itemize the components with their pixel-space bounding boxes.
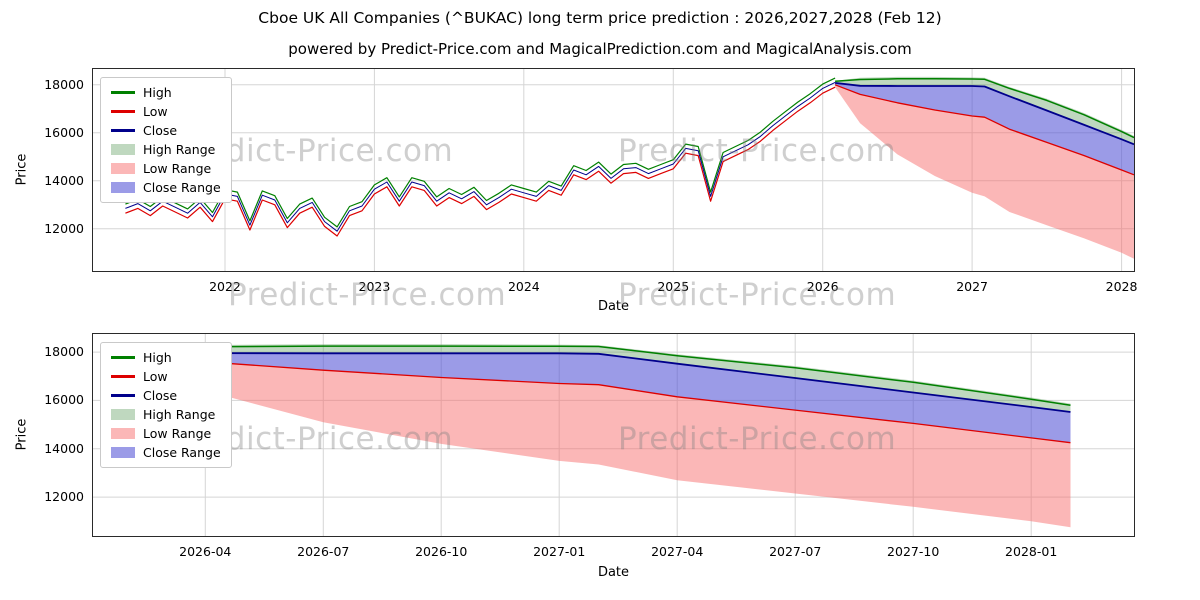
y-tick-label: 16000 xyxy=(44,392,84,408)
legend-item-close-range: Close Range xyxy=(111,444,221,461)
prediction-low-line xyxy=(126,351,1071,444)
x-tick-label: 2022 xyxy=(209,279,241,294)
x-tick-label: 2025 xyxy=(657,279,690,294)
y-tick-label: 16000 xyxy=(44,124,84,140)
plot-border xyxy=(92,68,1135,272)
y-tick-label: 12000 xyxy=(44,220,84,236)
x-axis-label-bottom: Date xyxy=(597,565,630,580)
legend-item-high: High xyxy=(111,349,221,366)
historical-close-line xyxy=(125,81,836,232)
y-axis-label-top: Price xyxy=(14,153,30,186)
legend-label: Close Range xyxy=(143,445,221,460)
legend-label: Low xyxy=(143,369,168,384)
prediction-close-line xyxy=(834,82,1135,146)
legend-swatch-line xyxy=(111,356,135,359)
legend-swatch-patch xyxy=(111,409,135,420)
prediction-high-line xyxy=(126,345,1071,407)
legend-label: Low Range xyxy=(143,161,212,176)
y-tick-label: 14000 xyxy=(44,172,84,188)
x-tick-label: 2027-10 xyxy=(887,544,940,559)
y-tick-label: 18000 xyxy=(44,76,84,92)
legend-item-low-range: Low Range xyxy=(111,160,221,177)
legend-top: High Low Close High Range Low Range Close Ran… xyxy=(100,77,232,203)
x-tick-label: 2024 xyxy=(507,279,540,294)
x-tick-label: 2023 xyxy=(358,279,391,294)
prediction-high-line xyxy=(835,78,1135,139)
watermark: Predict-Price.com xyxy=(618,421,897,457)
legend-label: Close xyxy=(143,388,178,403)
x-tick-label: 2027-07 xyxy=(769,544,822,559)
close-range-band xyxy=(835,82,1134,175)
low-range-band xyxy=(126,352,1071,528)
legend-bottom: High Low Close High Range Low Range Close Ran… xyxy=(100,342,232,468)
prediction-low-line xyxy=(834,84,1135,176)
legend-swatch-line xyxy=(111,375,135,378)
watermark: Predict-Price.com xyxy=(228,277,507,313)
legend-label: High xyxy=(143,85,172,100)
x-tick-label: 2027-01 xyxy=(533,544,586,559)
plot-border xyxy=(92,333,1135,537)
page-subtitle: powered by Predict-Price.com and Magical… xyxy=(288,40,912,58)
x-tick-label: 2026-10 xyxy=(415,544,468,559)
legend-label: Low xyxy=(143,104,168,119)
prediction-close-line xyxy=(126,349,1071,413)
y-tick-label: 12000 xyxy=(44,489,84,505)
legend-item-high-range: High Range xyxy=(111,141,221,158)
x-tick-label: 2027-04 xyxy=(651,544,704,559)
watermark: Predict-Price.com xyxy=(618,133,897,169)
legend-item-close: Close xyxy=(111,122,221,139)
legend-item-high-range: High Range xyxy=(111,406,221,423)
legend-label: Close Range xyxy=(143,180,221,195)
legend-swatch-line xyxy=(111,110,135,113)
historical-and-prediction-plot xyxy=(92,68,1135,272)
legend-item-close-range: Close Range xyxy=(111,179,221,196)
x-tick-label: 2027 xyxy=(956,279,989,294)
legend-swatch-patch xyxy=(111,447,135,458)
x-tick-label: 2026 xyxy=(806,279,839,294)
x-tick-label: 2028-01 xyxy=(1005,544,1058,559)
legend-swatch-line xyxy=(111,91,135,94)
legend-swatch-patch xyxy=(111,428,135,439)
x-tick-label: 2026-07 xyxy=(297,544,350,559)
legend-item-low: Low xyxy=(111,368,221,385)
legend-swatch-line xyxy=(111,394,135,397)
legend-label: High Range xyxy=(143,407,216,422)
legend-label: High xyxy=(143,350,172,365)
x-axis-label-top: Date xyxy=(597,299,630,314)
legend-swatch-line xyxy=(111,129,135,132)
legend-label: Low Range xyxy=(143,426,212,441)
legend-item-low: Low xyxy=(111,103,221,120)
y-tick-label: 14000 xyxy=(44,440,84,456)
page-title: Cboe UK All Companies (^BUKAC) long term… xyxy=(258,9,942,27)
legend-item-high: High xyxy=(111,84,221,101)
legend-label: Close xyxy=(143,123,178,138)
y-tick-label: 18000 xyxy=(44,344,84,360)
watermark: Predict-Price.com xyxy=(618,277,897,313)
legend-label: High Range xyxy=(143,142,216,157)
y-axis-label-bottom: Price xyxy=(14,418,30,451)
legend-swatch-patch xyxy=(111,144,135,155)
historical-high-line xyxy=(125,77,836,228)
legend-swatch-patch xyxy=(111,163,135,174)
legend-item-low-range: Low Range xyxy=(111,425,221,442)
low-range-band xyxy=(835,84,1134,259)
historical-low-line xyxy=(125,86,836,237)
x-tick-label: 2026-04 xyxy=(179,544,232,559)
legend-swatch-patch xyxy=(111,182,135,193)
legend-item-close: Close xyxy=(111,387,221,404)
x-tick-label: 2028 xyxy=(1105,279,1138,294)
